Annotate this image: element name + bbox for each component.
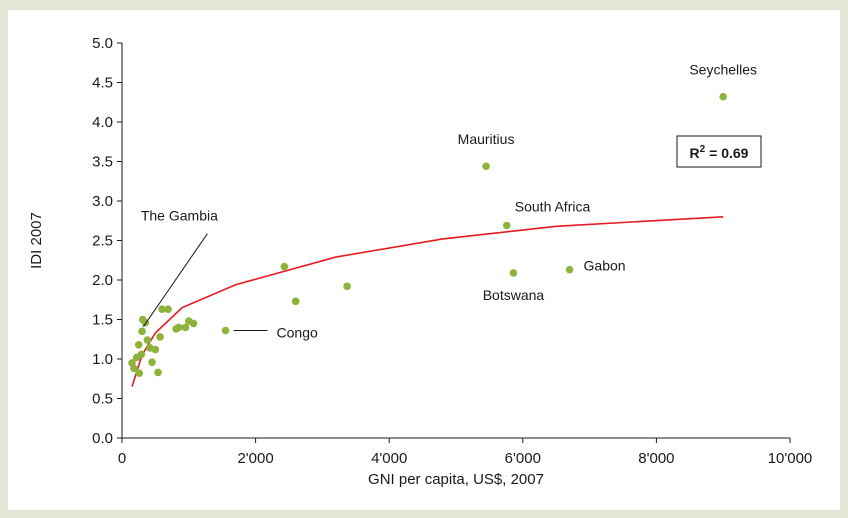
data-point	[482, 162, 490, 171]
annotation-label: Congo	[277, 325, 318, 341]
data-point	[719, 92, 727, 101]
x-tick-label: 10'000	[768, 450, 813, 467]
r-squared-value: = 0.69	[705, 145, 748, 161]
x-tick-label: 4'000	[371, 450, 407, 467]
data-point	[291, 297, 300, 306]
data-point	[221, 326, 230, 335]
annotations: Seychelles Mauritius South Africa Gabon Bots…	[141, 62, 757, 341]
data-point	[164, 305, 172, 314]
data-point	[509, 269, 518, 277]
annotation-label: Botswana	[483, 287, 545, 303]
x-tick-label: 0	[118, 450, 126, 467]
data-point	[156, 333, 164, 341]
data-point	[148, 358, 156, 366]
annotation-label: South Africa	[515, 198, 591, 214]
r-squared-label: R2 = 0.69	[690, 144, 749, 161]
y-axis-title: IDI 2007	[28, 212, 45, 269]
annotation-label: Gabon	[584, 258, 626, 274]
x-tick-label: 8'000	[638, 450, 674, 467]
data-point	[154, 368, 162, 377]
data-points	[128, 92, 727, 378]
x-ticks: 0 2'000 4'000 6'000 8'000 10'000	[118, 438, 812, 467]
x-tick-label: 6'000	[505, 450, 541, 467]
data-point	[181, 323, 190, 332]
r-squared-frame	[676, 135, 762, 168]
data-point	[151, 345, 160, 354]
data-point	[135, 369, 144, 378]
data-point	[280, 262, 289, 271]
chart-panel: 0 2'000 4'000 6'000 8'000 10'000 0.0 0.5 1.0 1.5…	[8, 10, 840, 510]
data-point	[130, 364, 138, 373]
data-point	[143, 336, 152, 344]
data-point	[174, 323, 183, 332]
y-tick-label: 3.5	[92, 154, 113, 171]
data-point	[137, 350, 146, 359]
y-tick-label: 2.5	[92, 233, 113, 250]
axes: 0 2'000 4'000 6'000 8'000 10'000 0.0 0.5 1.0 1.5…	[92, 35, 812, 467]
y-tick-label: 1.0	[92, 351, 113, 368]
x-tick-label: 2'000	[237, 450, 273, 467]
y-tick-label: 4.0	[92, 114, 113, 131]
data-point	[158, 305, 166, 314]
annotation-label: Seychelles	[689, 62, 757, 78]
data-point	[189, 319, 198, 328]
annotation-label: The Gambia	[141, 208, 218, 224]
data-point	[343, 282, 351, 291]
data-point	[565, 265, 574, 274]
r-squared-box: R2 = 0.69	[676, 135, 762, 168]
y-tick-label: 1.5	[92, 312, 113, 329]
data-point	[138, 327, 146, 336]
x-axis-title: GNI per capita, US$, 2007	[368, 471, 544, 488]
data-point	[134, 340, 143, 349]
trend-line	[131, 216, 724, 387]
y-tick-label: 0.0	[92, 430, 113, 447]
annotation-leader	[142, 233, 208, 327]
r-squared-exponent: 2	[700, 144, 706, 155]
y-ticks: 0.0 0.5 1.0 1.5 2.0 2.5 3.0 3.5 4.0 4.5 5.0	[92, 35, 122, 447]
r-squared-symbol: R	[690, 145, 700, 161]
data-point	[502, 221, 511, 230]
annotation-label: Mauritius	[458, 131, 515, 147]
y-tick-label: 2.0	[92, 272, 113, 289]
y-tick-label: 5.0	[92, 35, 113, 52]
y-tick-label: 0.5	[92, 391, 113, 408]
scatter-chart: 0 2'000 4'000 6'000 8'000 10'000 0.0 0.5 1.0 1.5…	[28, 35, 812, 488]
y-tick-label: 4.5	[92, 75, 113, 92]
y-tick-label: 3.0	[92, 193, 113, 210]
